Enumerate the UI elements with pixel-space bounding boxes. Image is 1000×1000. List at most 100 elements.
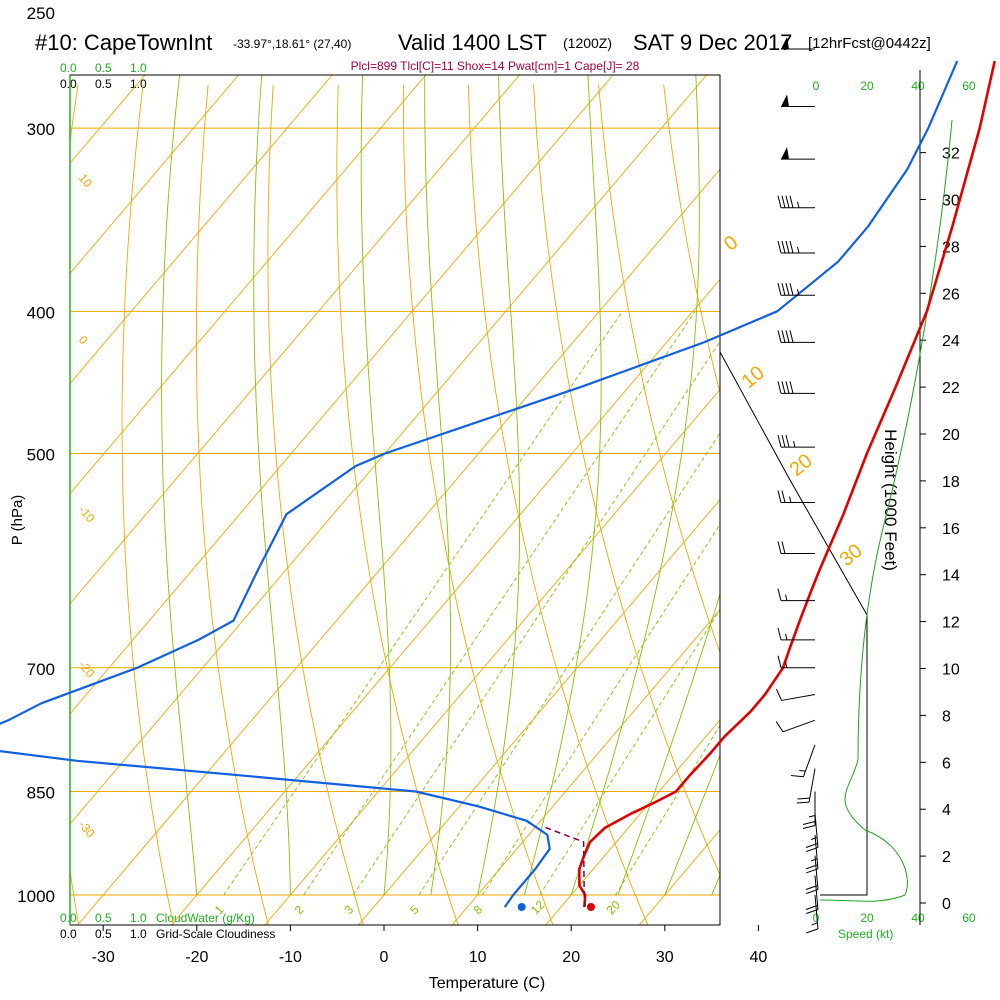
height-tick-label: 18 <box>942 474 960 491</box>
wind-barb-half <box>811 858 818 862</box>
wind-barb-half <box>797 289 800 296</box>
wind-barb <box>776 688 816 701</box>
wind-barb-flag <box>777 381 782 394</box>
speed-tick-top-40: 40 <box>911 79 925 93</box>
wind-barb-staff <box>808 768 816 803</box>
wind-barb <box>791 744 816 778</box>
dry-adiabat-label: 10 <box>76 171 96 190</box>
wind-barb-flag <box>789 381 794 394</box>
mixing-ratio-label: 12 <box>528 898 548 918</box>
wind-panel-outline <box>719 351 868 896</box>
dry-adiabat-line <box>467 84 649 925</box>
wind-barb-flag <box>781 195 786 208</box>
wind-barb-flag <box>797 797 810 800</box>
height-tick-label: 26 <box>942 286 960 303</box>
sounding-series <box>0 60 996 911</box>
mixing-ratio-line <box>615 724 720 896</box>
height-tick-label: 10 <box>942 662 960 679</box>
mixing-ratio-label: 20 <box>604 898 624 918</box>
speed-tick-bottom-40: 40 <box>911 911 925 925</box>
mixing-ratio-line <box>539 608 720 896</box>
height-tick-label: 0 <box>942 896 951 913</box>
dry-adiabat-line <box>598 84 720 654</box>
background-lines <box>70 75 1000 925</box>
height-tick-label: 24 <box>942 333 960 350</box>
wind-barb-staff <box>814 834 819 869</box>
wind-barb-flag <box>789 283 794 296</box>
wind-barb-flag <box>785 330 790 343</box>
wind-barb-flag <box>806 928 819 934</box>
moist-adiabat-line <box>664 753 720 896</box>
pressure-tick-label: 400 <box>27 303 55 322</box>
wind-barb-flag <box>777 655 782 668</box>
wind-barb <box>806 894 819 934</box>
speed-tick-top-0: 0 <box>813 79 820 93</box>
wind-speed-line <box>819 119 953 902</box>
cloudiness-scale-0: 0.0 <box>60 77 77 91</box>
wind-barb-flag <box>796 801 810 804</box>
dry-adiabat-line <box>402 84 554 925</box>
wind-barb-flag <box>785 434 790 448</box>
isotherm-line <box>70 75 333 385</box>
moist-adiabat-line <box>523 75 602 896</box>
mixing-ratio-label: 5 <box>407 902 422 917</box>
isotherm-label: 0 <box>720 231 743 255</box>
wind-barb-flag <box>777 627 782 641</box>
wind-barb-half <box>797 246 800 254</box>
isotherm-label: 30 <box>836 540 867 571</box>
pressure-tick-label: 300 <box>27 120 55 139</box>
temp-tick-label: -30 <box>92 949 115 966</box>
cloudiness-scale-bottom-0: 0.0 <box>60 927 77 941</box>
wind-barb-flag <box>781 434 786 448</box>
dewpoint-line <box>0 60 959 908</box>
dry-adiabat-line <box>533 84 720 876</box>
dry-adiabat-label: -10 <box>76 503 98 526</box>
isotherm-line <box>827 75 1000 925</box>
isotherm-line <box>70 75 427 495</box>
wind-barb <box>777 490 815 503</box>
wind-barb-flag <box>781 381 786 394</box>
cloudwater-scale-bottom-0: 0.0 <box>60 911 77 925</box>
wind-barb-flag <box>781 240 786 254</box>
height-tick-label: 20 <box>942 427 960 444</box>
stability-indices: Plcl=899 Tlcl[C]=11 Shox=14 Pwat[cm]=1 C… <box>351 59 640 73</box>
wind-barb-flag <box>777 588 782 601</box>
height-tick-label: 4 <box>942 802 951 819</box>
mixing-ratio-line <box>482 523 720 896</box>
station-title: #10: CapeTownInt <box>35 30 212 55</box>
wind-barb <box>781 37 815 50</box>
temp-tick-label: 30 <box>656 949 674 966</box>
height-tick-label: 6 <box>942 755 951 772</box>
wind-barb <box>796 768 816 804</box>
pressure-tick-label: 500 <box>27 445 55 464</box>
dry-adiabat-line <box>989 85 1000 925</box>
wind-barb-flag <box>775 721 784 733</box>
cloudiness-label: Grid-Scale Cloudiness <box>156 927 275 941</box>
dry-adiabat-line <box>336 84 459 925</box>
temp-tick-label: 10 <box>469 949 487 966</box>
isotherm-label: 10 <box>738 362 769 393</box>
surface-dew-marker <box>517 902 526 911</box>
dry-adiabat-line <box>729 85 1000 925</box>
wind-barb <box>777 330 815 343</box>
height-tick-label: 32 <box>942 146 960 163</box>
mixing-ratio-line <box>352 340 720 896</box>
wind-barb-staff <box>781 694 816 701</box>
pressure-tick-label: 250 <box>27 4 55 23</box>
dry-adiabat-line <box>195 84 269 925</box>
wind-barb-flag <box>789 240 794 254</box>
cloudiness-scale-1: 1.0 <box>130 77 147 91</box>
dry-adiabat-line <box>663 84 720 395</box>
height-tick-label: 8 <box>942 708 951 725</box>
pressure-tick-label: 850 <box>27 783 55 802</box>
wind-barb-flag <box>781 490 786 503</box>
pressure-tick-label: 1000 <box>17 887 55 906</box>
temp-tick-label: 40 <box>750 949 768 966</box>
wind-barb-half <box>785 661 788 668</box>
wind-barb <box>777 541 815 554</box>
wind-barb <box>777 655 815 669</box>
wind-barb-staff <box>802 744 816 777</box>
valid-date: SAT 9 Dec 2017 <box>633 30 792 55</box>
forecast-info: [12hrFcst@0442z] <box>808 35 931 52</box>
